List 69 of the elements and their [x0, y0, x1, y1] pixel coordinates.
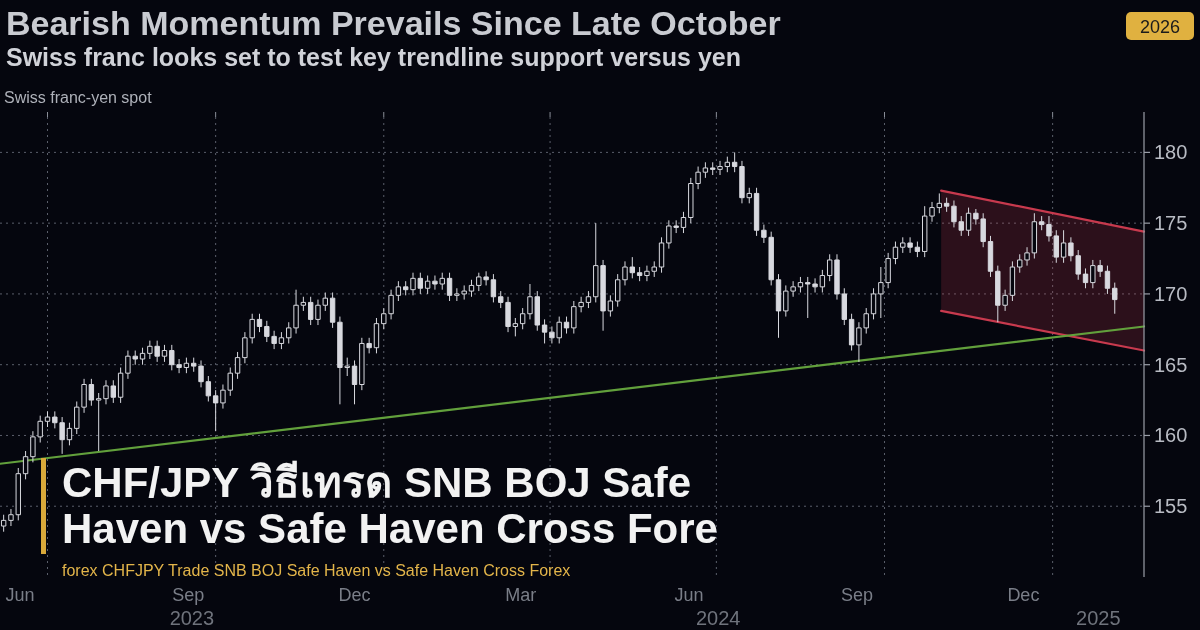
candlestick	[1112, 282, 1118, 315]
candlestick	[914, 241, 921, 258]
candlestick	[892, 241, 899, 265]
candlestick	[1104, 265, 1111, 295]
candlestick	[680, 211, 687, 234]
candlestick	[585, 290, 592, 309]
x-tick-label: Jun	[674, 585, 704, 605]
candlestick	[1082, 267, 1089, 289]
candlestick	[490, 273, 497, 303]
candlestick	[117, 367, 124, 404]
candlestick	[351, 359, 358, 405]
candlestick	[446, 272, 453, 302]
x-tick-label: Dec	[1007, 585, 1040, 605]
annotation: forex CHFJPY Trade SNB BOJ Safe Haven vs Safe Haven Cross Forex	[62, 561, 571, 580]
candlestick	[731, 151, 738, 173]
candlestick	[212, 389, 219, 432]
candlestick	[395, 280, 402, 302]
x-tick-label: Mar	[505, 585, 537, 605]
candlestick	[702, 161, 709, 179]
candlestick	[300, 296, 307, 312]
candlestick	[943, 197, 950, 213]
candlestick	[234, 351, 241, 380]
candlestick	[329, 292, 336, 329]
candlestick	[66, 422, 73, 446]
x-tick-label: Sep	[172, 585, 205, 605]
annotation: CHF/JPY วิธีเทรด SNB BOJ Safe Haven vs Safe Haven Cross Fore	[41, 458, 822, 554]
x-tick-label: Jun	[5, 585, 35, 605]
candlestick	[658, 236, 665, 274]
candlestick	[1060, 229, 1067, 264]
text: 2026	[1139, 17, 1181, 37]
y-tick-label: 175	[1154, 212, 1188, 235]
text: 2024	[695, 607, 741, 629]
y-tick-label: 180	[1154, 141, 1188, 164]
candlestick	[278, 331, 285, 350]
x-tick-label: Sep	[841, 585, 874, 605]
candlestick	[424, 275, 431, 295]
candlestick	[965, 207, 972, 237]
y-tick-label: 155	[1154, 495, 1188, 518]
candlestick	[987, 235, 994, 278]
candlestick	[22, 450, 29, 480]
candlestick	[183, 357, 190, 374]
candlestick	[88, 378, 95, 407]
candlestick	[819, 269, 826, 294]
candlestick	[797, 276, 804, 294]
candlestick	[468, 279, 475, 298]
chart-title: Bearish Momentum Prevails Since Late October	[6, 4, 781, 42]
candlestick	[753, 187, 760, 237]
chart-subtitle: Swiss franc looks set to test key trendline support versus yen	[6, 43, 741, 71]
y-tick-label: 165	[1154, 353, 1188, 376]
candlestick	[161, 344, 168, 363]
y-tick-label: 170	[1154, 282, 1188, 305]
candlestick	[541, 318, 548, 344]
x-tick-label: Dec	[338, 585, 371, 605]
text: 2025	[1076, 607, 1121, 629]
candlestick	[636, 266, 643, 282]
y-axis-title: Swiss franc-yen spot	[4, 89, 153, 106]
candlestick	[870, 287, 877, 320]
candlestick	[139, 347, 146, 366]
candlestick	[563, 316, 570, 335]
candlestick	[1031, 212, 1038, 260]
y-tick-label: 160	[1154, 424, 1188, 447]
candlestick	[775, 273, 782, 339]
candlestick	[1009, 260, 1016, 302]
candlestick	[44, 410, 51, 428]
candlestick	[848, 313, 855, 352]
candlestick	[373, 317, 380, 354]
candlestick	[256, 313, 263, 333]
candlestick	[607, 294, 614, 318]
text: 2023	[169, 607, 215, 629]
